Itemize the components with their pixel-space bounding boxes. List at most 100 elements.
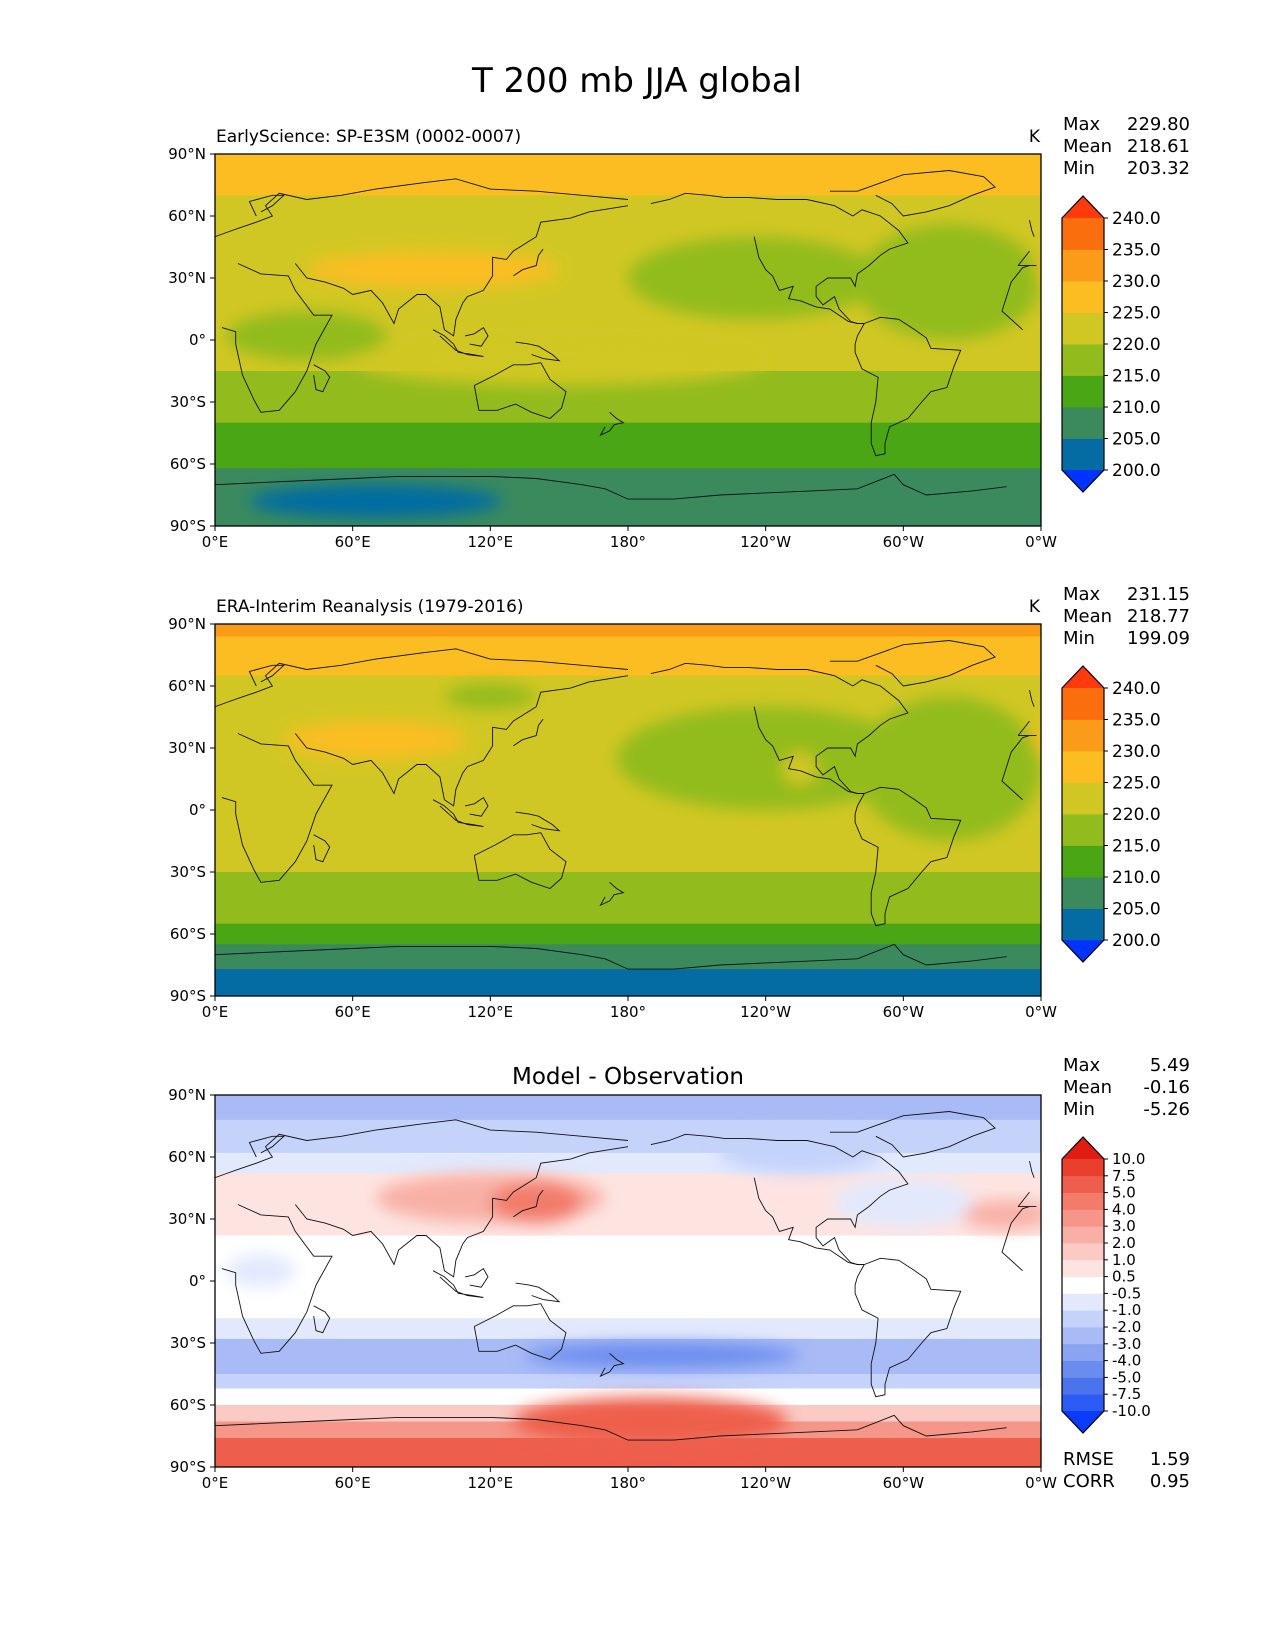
colorbar-tick-label: 7.5 [1112, 1167, 1136, 1185]
y-tick-label: 30°S [170, 393, 206, 411]
contour-band [215, 1374, 1041, 1389]
y-tick-label: 90°S [170, 1458, 206, 1476]
colorbar-segment [1062, 1276, 1104, 1294]
x-tick-label: 0°E [202, 533, 229, 551]
coastline [513, 1189, 544, 1218]
stat-label: Max [1063, 584, 1101, 605]
x-tick-label: 0°W [1025, 1474, 1057, 1492]
coastline [221, 263, 1037, 413]
contour-band [215, 1235, 1041, 1319]
colorbar-segment [1062, 845, 1104, 878]
colorbar-tick-label: 235.0 [1112, 711, 1161, 731]
y-tick-label: 30°N [168, 739, 206, 757]
y-tick-label: 30°N [168, 1210, 206, 1228]
colorbar-segment [1062, 1192, 1104, 1210]
y-tick-label: 60°N [168, 677, 206, 695]
y-tick-label: 90°N [168, 1086, 206, 1104]
colorbar-tick-label: 225.0 [1112, 304, 1161, 324]
contour-region [226, 311, 388, 361]
coastline [515, 341, 561, 362]
coastline [313, 1305, 331, 1334]
x-tick-label: 120°W [740, 1003, 791, 1021]
colorbar-segment [1062, 877, 1104, 909]
colorbar-tick-label: 215.0 [1112, 367, 1161, 387]
coastline [854, 786, 962, 927]
colorbar-tick-label: 10.0 [1112, 1150, 1145, 1168]
map-field [215, 624, 1041, 996]
contour-region [249, 484, 502, 518]
coastline [829, 640, 996, 687]
panel-subtitle: EarlyScience: SP-E3SM (0002-0007) [216, 127, 521, 147]
y-tick-label: 30°S [170, 863, 206, 881]
coastline [854, 1257, 962, 1398]
x-tick-label: 60°W [883, 1003, 925, 1021]
colorbar-segment [1062, 344, 1104, 376]
colorbar-segment [1062, 312, 1104, 345]
x-tick-label: 180° [610, 1474, 646, 1492]
stat-value: 5.49 [1150, 1055, 1190, 1076]
coastline [215, 1414, 1007, 1441]
stat-label: Mean [1063, 1077, 1112, 1098]
x-tick-label: 0°E [202, 1474, 229, 1492]
contour-region [513, 1396, 789, 1447]
map-field [215, 1095, 1041, 1467]
x-tick-label: 60°W [883, 1474, 925, 1492]
y-tick-label: 60°N [168, 207, 206, 225]
colorbar-tick-label: 200.0 [1112, 931, 1161, 951]
colorbar-tick-label: 230.0 [1112, 742, 1161, 762]
stat-value: 229.80 [1127, 114, 1190, 135]
coastline [513, 248, 544, 277]
contour-region [960, 1200, 1041, 1230]
colorbar-tick-label: 1.0 [1112, 1251, 1136, 1269]
colorbar: 200.0 205.0 210.0 215.0 220.0 225.0 230.0 235.0… [1061, 195, 1161, 493]
colorbar-tick-label: -5.0 [1112, 1368, 1141, 1386]
coastline [829, 170, 996, 217]
colorbar-segment [1062, 1394, 1104, 1412]
colorbar-tick-label: 225.0 [1112, 774, 1161, 794]
colorbar-tick-label: 240.0 [1112, 679, 1161, 699]
coastline [313, 834, 331, 863]
x-tick-label: 180° [610, 1003, 646, 1021]
coastline [753, 706, 858, 794]
y-tick-label: 60°S [170, 1396, 206, 1414]
coastlines [215, 1111, 1037, 1441]
coastlines [215, 640, 1037, 970]
coastline [753, 1177, 858, 1265]
metric-value: 1.59 [1150, 1449, 1190, 1470]
colorbar-segment [1062, 1377, 1104, 1395]
stat-value: 199.09 [1127, 628, 1190, 649]
contour-band [215, 636, 1041, 677]
colorbar-segment [1062, 375, 1104, 408]
coastline [215, 943, 1007, 970]
contour-band [215, 1388, 1041, 1406]
panel-test: 90°N 60°N 30°N 0° 30°S 60°S 90°S0°E 60°E 120°E 18… [168, 114, 1190, 551]
colorbar-segment [1062, 1327, 1104, 1345]
panel-subtitle: Model - Observation [512, 1064, 744, 1090]
colorbar-tick-label: -2.0 [1112, 1318, 1141, 1336]
y-tick-label: 30°S [170, 1334, 206, 1352]
colorbar-tick-label: 200.0 [1112, 461, 1161, 481]
contour-band [215, 944, 1041, 970]
colorbar-segment [1062, 1259, 1104, 1277]
x-tick-label: 120°W [740, 1474, 791, 1492]
colorbar-segment [1062, 1343, 1104, 1361]
contour-band [215, 154, 1041, 196]
x-tick-label: 60°E [335, 1474, 371, 1492]
contour-region [781, 752, 819, 786]
colorbar-tick-label: 240.0 [1112, 209, 1161, 229]
contour-region [306, 251, 560, 289]
coastline [599, 1352, 625, 1378]
stat-value: 218.77 [1127, 606, 1190, 627]
colorbar-tick-label: 205.0 [1112, 900, 1161, 920]
contour-region [834, 1177, 973, 1228]
colorbar-extend-min [1062, 1411, 1104, 1433]
contour-band [215, 624, 1041, 637]
colorbar-tick-label: -1.0 [1112, 1301, 1141, 1319]
y-tick-label: 90°S [170, 987, 206, 1005]
coastline [221, 1204, 1037, 1354]
coastline [650, 192, 909, 324]
colorbar-tick-label: -7.5 [1112, 1385, 1141, 1403]
colorbar-segment [1062, 1293, 1104, 1311]
metric-label: CORR [1063, 1471, 1115, 1492]
